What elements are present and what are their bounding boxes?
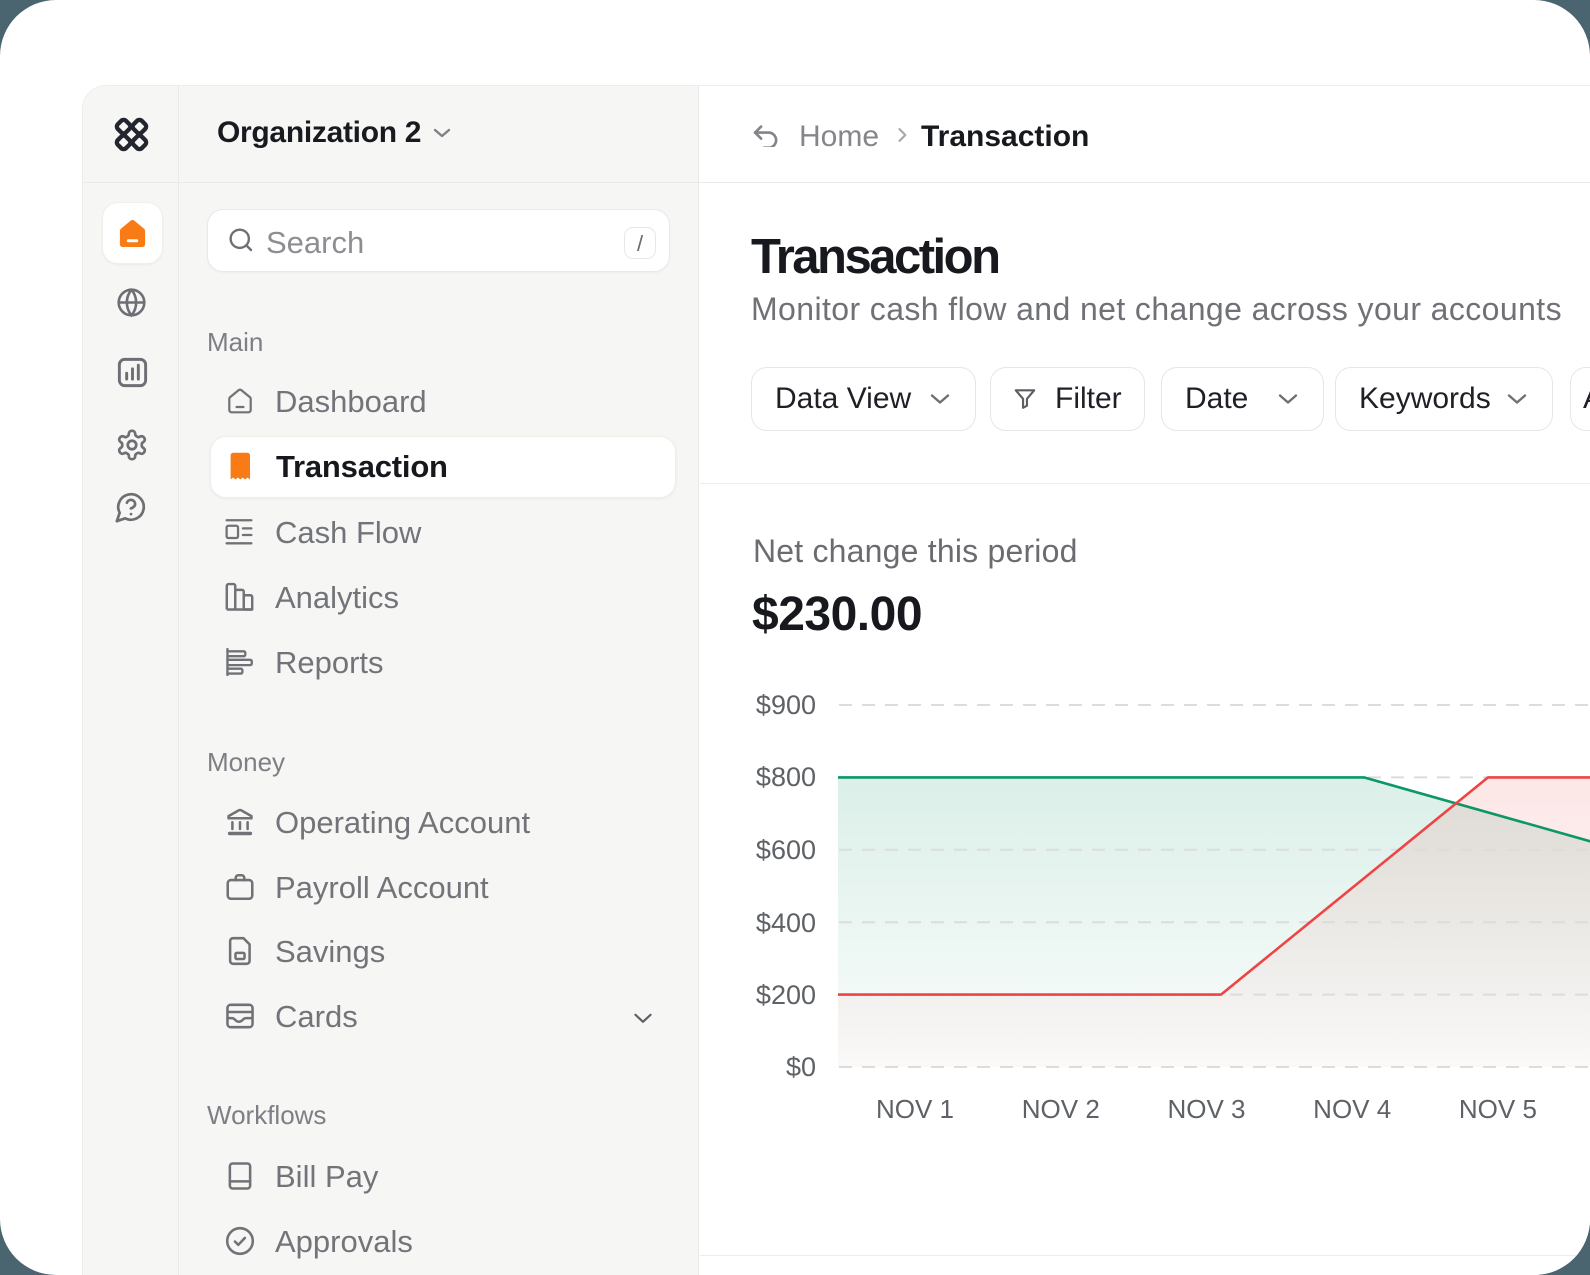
svg-text:$900: $900 (756, 690, 816, 720)
svg-text:NOV 3: NOV 3 (1167, 1094, 1245, 1124)
svg-text:$0: $0 (786, 1052, 816, 1082)
svg-text:NOV 1: NOV 1 (876, 1094, 954, 1124)
svg-text:NOV 5: NOV 5 (1459, 1094, 1537, 1124)
svg-text:$400: $400 (756, 908, 816, 938)
svg-text:$800: $800 (756, 762, 816, 792)
svg-text:NOV 4: NOV 4 (1313, 1094, 1391, 1124)
svg-text:$200: $200 (756, 980, 816, 1010)
svg-text:NOV 2: NOV 2 (1022, 1094, 1100, 1124)
svg-text:$600: $600 (756, 835, 816, 865)
